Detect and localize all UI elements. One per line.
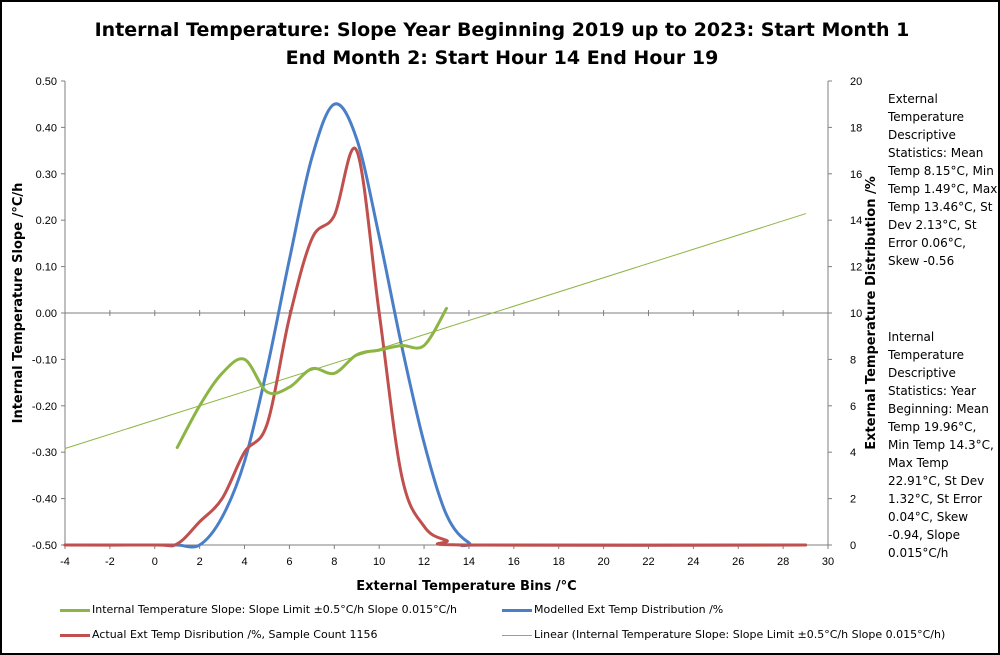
legend-label-linear: Linear (Internal Temperature Slope: Slop… bbox=[534, 628, 946, 641]
y-left-tick-label: 0.30 bbox=[36, 169, 57, 181]
x-tick-label: 18 bbox=[553, 556, 565, 568]
y-left-axis-title: Internal Temperature Slope /°C/h bbox=[11, 183, 26, 424]
y-right-tick-label: 0 bbox=[850, 540, 856, 552]
y-right-tick-label: 12 bbox=[850, 262, 862, 274]
x-tick-label: 16 bbox=[508, 556, 520, 568]
x-tick-label: 14 bbox=[463, 556, 475, 568]
y-left-tick-label: -0.20 bbox=[32, 401, 57, 413]
legend-label-actual: Actual Ext Temp Disribution /%, Sample C… bbox=[92, 628, 378, 641]
y-right-tick-label: 10 bbox=[850, 308, 862, 320]
x-tick-label: 2 bbox=[197, 556, 203, 568]
legend-swatch-linear bbox=[502, 635, 532, 636]
y-right-axis-title: External Temperature Distribution /% bbox=[864, 176, 879, 450]
y-right-tick-label: 6 bbox=[850, 401, 856, 413]
series-modelled-distribution bbox=[63, 102, 808, 549]
series-layer bbox=[63, 102, 808, 549]
internal-stats-note: Internal Temperature Descriptive Statist… bbox=[888, 330, 994, 560]
y-left-tick-label: 0.00 bbox=[36, 308, 57, 320]
y-right-tick-label: 16 bbox=[850, 169, 862, 181]
y-left-tick-label: 0.10 bbox=[36, 262, 57, 274]
ticks-layer: -4 -2 0 2 4 6 8 10 12 14 16 18 20 22 24 26 28 300.500.400… bbox=[32, 76, 862, 568]
x-tick-label: 0 bbox=[152, 556, 158, 568]
legend-swatch-internal-slope bbox=[60, 609, 90, 612]
y-right-tick-label: 8 bbox=[850, 354, 856, 366]
y-left-tick-label: 0.40 bbox=[36, 122, 57, 134]
x-tick-label: 30 bbox=[822, 556, 834, 568]
x-axis-title: External Temperature Bins /°C bbox=[356, 579, 576, 594]
y-left-tick-label: -0.40 bbox=[32, 494, 57, 506]
y-left-tick-label: 0.50 bbox=[36, 76, 57, 88]
series-internal-slope bbox=[175, 306, 448, 450]
y-right-tick-label: 14 bbox=[850, 215, 862, 227]
x-tick-label: 8 bbox=[331, 556, 337, 568]
chart-title-line-1: Internal Temperature: Slope Year Beginni… bbox=[94, 19, 910, 41]
series-actual-distribution bbox=[63, 146, 808, 548]
x-tick-label: -4 bbox=[60, 556, 70, 568]
y-left-tick-label: -0.50 bbox=[32, 540, 57, 552]
x-tick-label: 6 bbox=[286, 556, 292, 568]
chart-title: Internal Temperature: Slope Year Beginni… bbox=[2, 16, 1000, 72]
y-left-tick-label: -0.30 bbox=[32, 447, 57, 459]
y-right-tick-label: 20 bbox=[850, 76, 862, 88]
chart-title-line-2: End Month 2: Start Hour 14 End Hour 19 bbox=[285, 47, 719, 69]
y-right-tick-label: 2 bbox=[850, 494, 856, 506]
external-stats-note: External Temperature Descriptive Statist… bbox=[888, 92, 998, 268]
x-tick-label: 20 bbox=[597, 556, 609, 568]
legend-swatch-actual bbox=[60, 634, 90, 637]
x-tick-label: 26 bbox=[732, 556, 744, 568]
legend-swatch-modelled bbox=[502, 609, 532, 612]
x-tick-label: 12 bbox=[418, 556, 430, 568]
legend-label-internal-slope: Internal Temperature Slope: Slope Limit … bbox=[92, 603, 457, 616]
y-right-tick-label: 18 bbox=[850, 122, 862, 134]
x-tick-label: 28 bbox=[777, 556, 789, 568]
legend-label-modelled: Modelled Ext Temp Distribution /% bbox=[534, 603, 724, 616]
x-tick-label: -2 bbox=[105, 556, 115, 568]
y-left-tick-label: -0.10 bbox=[32, 354, 57, 366]
x-tick-label: 24 bbox=[687, 556, 699, 568]
y-right-tick-label: 4 bbox=[850, 447, 856, 459]
y-left-tick-label: 0.20 bbox=[36, 215, 57, 227]
x-tick-label: 4 bbox=[241, 556, 247, 568]
axes-layer bbox=[64, 81, 829, 546]
x-tick-label: 10 bbox=[373, 556, 385, 568]
x-tick-label: 22 bbox=[642, 556, 654, 568]
